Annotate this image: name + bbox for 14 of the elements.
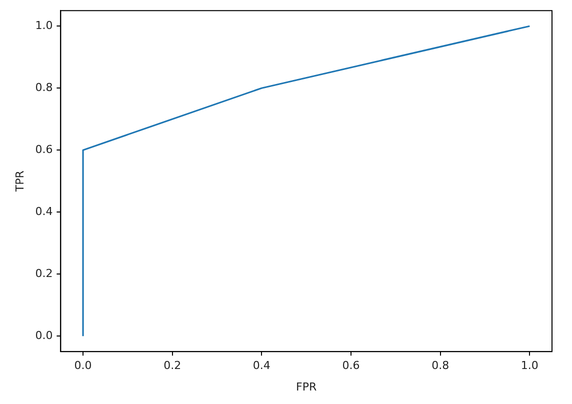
x-tick-label: 0.8 [432,359,450,372]
x-tick-label: 0.2 [164,359,182,372]
x-tick-label: 0.6 [342,359,360,372]
x-axis-title: FPR [296,380,318,394]
y-tick-label: 0.6 [35,142,53,156]
x-tick-label: 1.0 [520,359,538,372]
x-tick-label: 0.0 [74,359,92,372]
y-tick-label: 0.4 [35,204,53,218]
y-axis-title: TPR [13,170,26,193]
y-tick-label: 0.0 [35,328,53,342]
y-tick-label: 1.0 [35,18,53,32]
y-tick-label: 0.8 [35,80,53,94]
x-tick-label: 0.4 [252,359,270,372]
y-tick-label: 0.2 [35,266,53,280]
